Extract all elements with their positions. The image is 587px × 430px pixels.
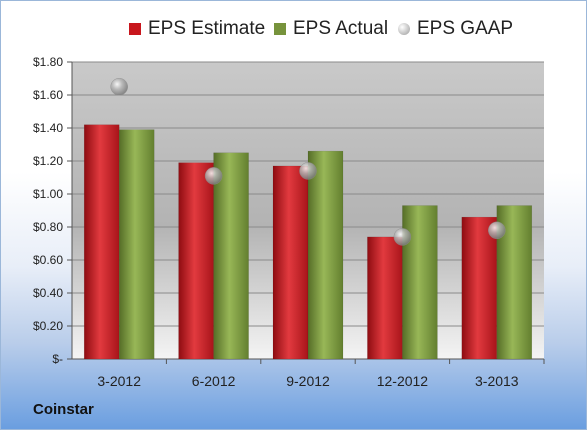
x-tick-label: 9-2012	[286, 373, 330, 389]
y-tick-label: $0.60	[33, 253, 63, 267]
legend-swatch-eps-estimate	[129, 23, 141, 35]
bar-eps-estimate	[461, 216, 498, 360]
point-eps-gaap	[488, 221, 506, 240]
point-eps-gaap	[204, 167, 223, 185]
legend-swatch-eps-actual	[274, 23, 286, 35]
y-tick-label: $1.20	[33, 154, 63, 168]
legend-label-eps-estimate: EPS Estimate	[148, 18, 266, 39]
y-tick-label: $0.20	[33, 319, 63, 333]
y-tick-label: $1.00	[33, 187, 63, 201]
bar-eps-actual	[213, 152, 249, 360]
legend-label-eps-actual: EPS Actual	[293, 18, 389, 39]
x-tick-label: 3-2012	[97, 373, 141, 389]
point-eps-gaap	[393, 228, 412, 246]
company-name: Coinstar	[33, 401, 94, 418]
y-tick-label: $0.40	[33, 286, 63, 300]
y-tick-label: $1.80	[33, 55, 63, 69]
legend: EPS Estimate EPS Actual EPS GAAP	[0, 16, 587, 42]
bar-eps-actual	[402, 205, 438, 360]
bar-eps-estimate	[272, 165, 309, 360]
point-eps-gaap	[299, 162, 317, 180]
x-tick-label: 6-2012	[192, 373, 236, 389]
x-tick-label: 3-2013	[475, 373, 519, 389]
y-tick-label: $-	[52, 352, 63, 366]
legend-label-eps-gaap: EPS GAAP	[417, 18, 514, 39]
point-eps-gaap	[110, 78, 128, 96]
x-tick-label: 12-2012	[377, 373, 429, 389]
bar-eps-actual	[118, 129, 155, 360]
bar-eps-actual	[307, 150, 344, 360]
bar-eps-estimate	[367, 236, 403, 360]
y-tick-label: $1.40	[33, 121, 63, 135]
legend-swatch-eps-gaap	[398, 23, 410, 35]
bar-eps-estimate	[178, 162, 214, 360]
legend-item-eps-gaap: EPS GAAP	[398, 16, 513, 42]
legend-item-eps-actual: EPS Actual	[274, 16, 388, 42]
y-tick-label: $1.60	[33, 88, 63, 102]
y-tick-label: $0.80	[33, 220, 63, 234]
legend-item-eps-estimate: EPS Estimate	[129, 16, 265, 42]
bar-eps-estimate	[83, 124, 120, 360]
